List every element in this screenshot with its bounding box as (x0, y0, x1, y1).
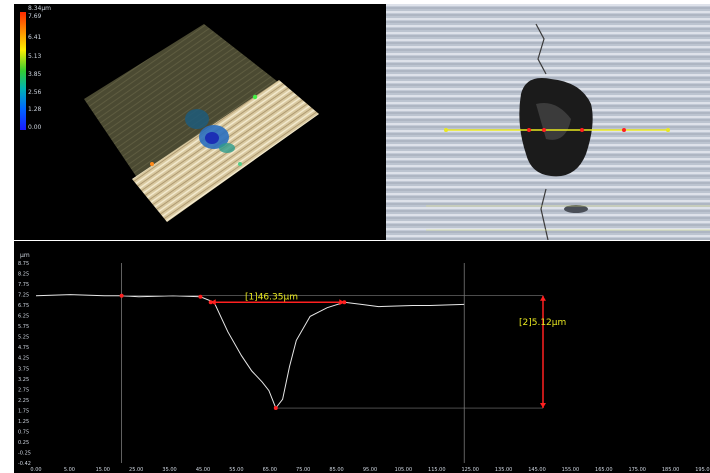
y-tick-label: 6.75 (18, 303, 29, 309)
microscope-surface (386, 4, 710, 240)
y-tick-label: 7.75 (18, 282, 29, 288)
y-tick-label: -0.42 (18, 461, 31, 467)
y-tick-label: 4.75 (18, 345, 29, 351)
legend-tick: 1.28 (28, 106, 42, 113)
y-tick-label: -0.25 (18, 450, 31, 456)
x-tick-label: 55.00 (229, 467, 243, 473)
x-tick-label: 135.00 (495, 467, 512, 473)
x-tick-label: 15.00 (96, 467, 110, 473)
y-tick-label: 0.25 (18, 440, 29, 446)
x-tick-label: 105.00 (395, 467, 413, 473)
measure-point-marker[interactable] (273, 406, 278, 411)
profile-unit-label: µm (20, 252, 30, 259)
profile-chart: µm 8.75 8.25 7.75 7.25 6.75 6.25 5.75 5.25 4.75 4… (18, 252, 710, 473)
y-tick-label: 2.75 (18, 387, 29, 393)
y-tick-label: 4.25 (18, 356, 29, 362)
x-tick-label: 95.00 (363, 467, 377, 473)
arrow-head (339, 299, 345, 306)
arrow-head (539, 403, 546, 409)
profile-series-line (35, 294, 465, 409)
x-tick-label: 125.00 (461, 467, 479, 473)
x-tick-label: 165.00 (595, 467, 613, 473)
x-tick-label: 25.00 (129, 467, 143, 473)
y-tick-label: 8.25 (18, 272, 29, 278)
x-tick-label: 5.00 (64, 467, 75, 473)
legend-tick: 5.13 (28, 53, 42, 60)
y-tick-label: 1.75 (18, 408, 29, 414)
x-tick-label: 155.00 (562, 467, 580, 473)
legend-tick: 0.00 (28, 124, 42, 131)
arrow-head (210, 299, 216, 306)
y-tick-label: 5.25 (18, 335, 29, 341)
depth-measure-label: [2]5.12µm (519, 318, 566, 328)
legend-tick: 6.41 (28, 34, 42, 41)
legend-tick: 3.85 (28, 71, 42, 78)
x-tick-label: 115.00 (428, 467, 446, 473)
y-tick-label: 8.75 (18, 261, 29, 267)
x-tick-label: 35.00 (162, 467, 176, 473)
profile-chart-panel[interactable]: µm 8.75 8.25 7.75 7.25 6.75 6.25 5.75 5.25 4.75 4… (14, 241, 710, 473)
x-tick-label: 85.00 (329, 467, 343, 473)
y-tick-label: 3.25 (18, 377, 29, 383)
measure-point-marker[interactable] (119, 293, 124, 298)
x-tick-label: 175.00 (628, 467, 646, 473)
x-tick-label: 75.00 (296, 467, 310, 473)
height-map-3d-view[interactable]: 8.34µm 7.69 6.41 5.13 3.85 2.56 1.28 0.0… (14, 4, 386, 240)
y-tick-label: 0.75 (18, 429, 29, 435)
x-tick-label: 65.00 (263, 467, 277, 473)
x-tick-label: 195.00 (695, 467, 710, 473)
arrow-head (539, 295, 546, 301)
y-tick-label: 1.25 (18, 419, 29, 425)
x-tick-label: 145.00 (528, 467, 546, 473)
microscope-image-view[interactable] (386, 4, 710, 240)
x-tick-label: 185.00 (662, 467, 680, 473)
legend-tick: 2.56 (28, 89, 42, 96)
legend-tick: 7.69 (28, 13, 42, 20)
y-tick-label: 7.25 (18, 293, 29, 299)
y-tick-label: 6.25 (18, 314, 29, 320)
height-map-surface (84, 24, 319, 222)
measure-point-marker[interactable] (198, 294, 203, 299)
y-tick-label: 3.75 (18, 366, 29, 372)
x-tick-label: 45.00 (196, 467, 210, 473)
y-tick-label: 5.75 (18, 324, 29, 330)
x-tick-label: 0.00 (30, 467, 41, 473)
width-measure-label: [1]46.35µm (245, 292, 298, 302)
legend-unit-label: 8.34µm (28, 5, 52, 12)
height-color-legend (20, 12, 26, 130)
y-tick-label: 2.25 (18, 398, 29, 404)
